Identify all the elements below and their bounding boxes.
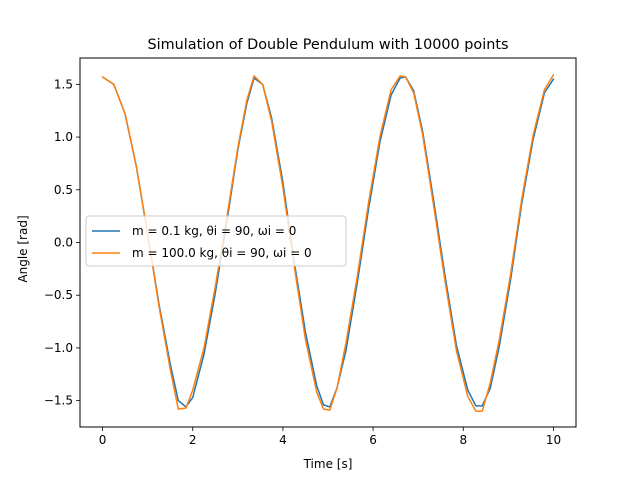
legend-label-series-1: m = 0.1 kg, θi = 90, ωi = 0 — [132, 224, 296, 238]
x-tick-label: 2 — [189, 433, 197, 447]
y-tick-label: −0.5 — [44, 288, 73, 302]
y-tick-label: 1.5 — [54, 77, 73, 91]
chart-title: Simulation of Double Pendulum with 10000… — [147, 37, 508, 53]
legend-frame — [85, 215, 347, 267]
series-line-1 — [101, 76, 555, 408]
x-tick-label: 0 — [99, 433, 107, 447]
y-axis-label: Angle [rad] — [16, 215, 30, 282]
x-axis-ticks: 0 2 4 6 8 10 — [99, 427, 561, 447]
series-layer — [101, 74, 555, 412]
y-tick-label: −1.5 — [44, 394, 73, 408]
x-tick-label: 4 — [279, 433, 287, 447]
series-line-2 — [101, 74, 555, 412]
x-tick-label: 6 — [369, 433, 377, 447]
y-tick-label: −1.0 — [44, 341, 73, 355]
x-axis-label: Time [s] — [303, 457, 353, 471]
x-tick-label: 10 — [546, 433, 561, 447]
y-tick-label: 1.0 — [54, 130, 73, 144]
y-axis-ticks: −1.5 −1.0 −0.5 0.0 0.5 1.0 1.5 — [44, 77, 80, 408]
legend: m = 0.1 kg, θi = 90, ωi = 0 m = 100.0 kg… — [85, 215, 347, 267]
legend-label-series-2: m = 100.0 kg, θi = 90, ωi = 0 — [132, 246, 312, 260]
y-tick-label: 0.5 — [54, 183, 73, 197]
y-tick-label: 0.0 — [54, 236, 73, 250]
x-tick-label: 8 — [459, 433, 467, 447]
